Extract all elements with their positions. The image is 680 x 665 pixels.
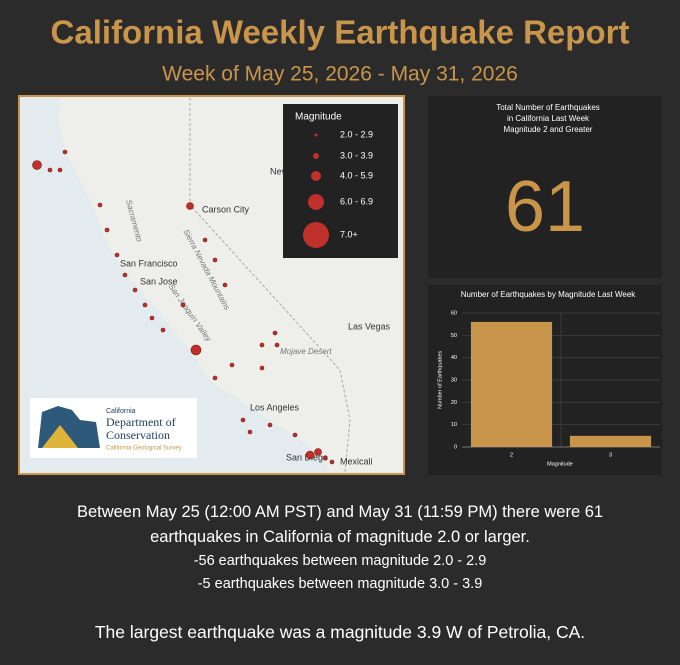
legend-symbol [311,171,321,181]
total-heading: Total Number of Earthquakes [496,103,600,112]
map-label: Los Angeles [250,402,300,412]
y-tick-label: 30 [451,377,457,383]
quake [160,327,166,333]
quake [274,342,280,348]
map-label: Mexicali [340,456,373,466]
total-panel [428,96,662,278]
quake [292,432,298,438]
quake [322,455,328,461]
legend-label: 6.0 - 6.9 [340,196,373,206]
plot: 0 10 20 30 40 50 60 2 3 [451,310,660,458]
bar [470,321,553,447]
quake [259,365,265,371]
y-tick-label: 10 [451,422,457,428]
quake [97,202,103,208]
quake [57,167,63,173]
title: California Weekly Earthquake Report [51,14,630,51]
legend-label: 2.0 - 2.9 [340,129,373,139]
logo-shape [42,425,78,448]
x-tick-label: 3 [609,452,612,458]
summary-largest: The largest earthquake was a magnitude 3… [94,622,586,642]
map-legend: Magnitude 2.0 - 2.9 3.0 - 3.9 4.0 - 5.9 … [283,104,398,258]
y-tick-label: 60 [451,310,457,316]
legend-title: Magnitude [295,112,342,123]
map-label: Las Vegas [348,321,391,331]
quake [32,160,42,170]
y-axis-label: Number of Earthquakes [437,351,443,409]
quake [62,149,68,155]
quake [272,330,278,336]
quake [229,362,235,368]
quake [212,375,218,381]
legend-box [283,104,398,258]
quake [329,459,335,465]
quake [142,302,148,308]
quake [149,315,155,321]
legend-symbol [308,194,324,210]
logo-text: California Geological Survey [106,446,182,452]
chart-title: Number of Earthquakes by Magnitude Last … [461,290,637,299]
logo-text: Conservation [106,428,170,442]
summary-detail: -56 earthquakes between magnitude 2.0 - … [193,553,487,569]
legend-symbol [314,133,318,137]
y-tick-label: 40 [451,355,457,361]
quake [212,257,218,263]
quake [122,272,128,278]
map-label: Carson City [202,204,250,214]
map-label: Mojave Desert [280,347,332,356]
map-label: San Francisco [120,258,178,268]
map: Carson City Sacramento San Francisco San… [18,95,405,475]
bar [569,435,652,447]
total-value: 61 [505,167,585,247]
logo-text: Department of [106,415,176,429]
summary-paragraph: Between May 25 (12:00 AM PST) and May 31… [76,503,604,546]
y-tick-label: 0 [454,444,457,450]
y-tick-label: 20 [451,400,457,406]
quake [104,227,110,233]
legend-label: 4.0 - 5.9 [340,170,373,180]
quake [222,282,228,288]
x-axis-label: Magnitude [547,461,573,467]
map-label: San Jose [140,276,178,286]
legend-label: 7.0+ [340,229,358,239]
x-tick-label: 2 [510,452,513,458]
quake [259,342,265,348]
quake [132,287,138,293]
quakes [32,149,335,465]
total-heading: Magnitude 2 and Greater [504,125,593,134]
legend-symbol [303,222,329,248]
y-tick-label: 50 [451,333,457,339]
quake [190,344,202,356]
subtitle: Week of May 25, 2026 - May 31, 2026 [162,63,518,86]
logo-text: California [106,408,136,415]
quake [305,450,315,460]
state-line [189,98,351,473]
quake [314,448,322,456]
legend-symbol [313,153,319,159]
summary-detail: -5 earthquakes between magnitude 3.0 - 3… [197,576,483,592]
legend-label: 3.0 - 3.9 [340,150,373,160]
quake [247,429,253,435]
quake [47,167,53,173]
logo: California Department of Conservation Ca… [30,398,197,458]
quake [202,237,208,243]
total-heading: in California Last Week [507,114,590,123]
quake [240,417,246,423]
quake [267,422,273,428]
quake [186,202,194,210]
quake [114,252,120,258]
quake [180,302,186,308]
